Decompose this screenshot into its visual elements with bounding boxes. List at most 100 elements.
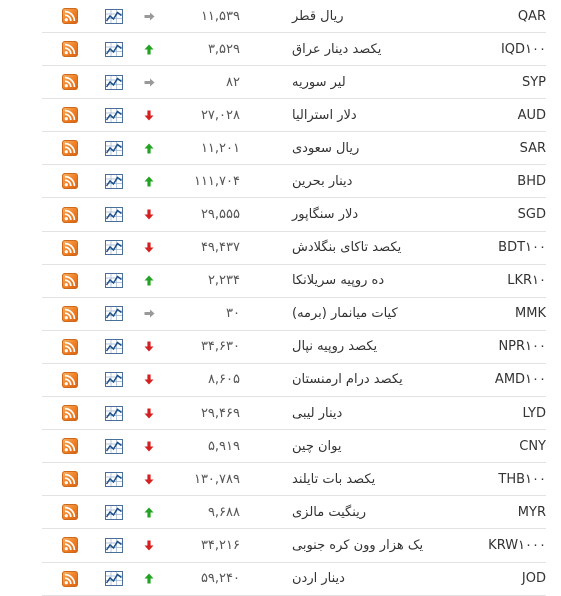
rss-cell[interactable]	[61, 66, 78, 98]
rss-cell[interactable]	[61, 397, 78, 429]
rss-feed-icon[interactable]	[61, 173, 78, 190]
line-chart-icon[interactable]	[105, 273, 123, 289]
table-row: ۵,۹۱۹ یوان چین CNY	[42, 430, 546, 464]
line-chart-icon[interactable]	[105, 140, 123, 156]
table-row: ۴۹,۴۳۷ یکصد تاکای بنگلادش BDT۱۰۰	[42, 232, 546, 265]
currency-name[interactable]: یوان چین	[292, 438, 342, 454]
currency-name[interactable]: کیات میانمار (برمه)	[292, 306, 398, 322]
currency-name[interactable]: لیر سوریه	[292, 74, 346, 90]
rss-cell[interactable]	[61, 33, 78, 65]
rss-feed-icon[interactable]	[61, 272, 78, 289]
currency-name[interactable]: یکصد تاکای بنگلادش	[292, 240, 402, 256]
rss-feed-icon[interactable]	[61, 107, 78, 124]
chart-cell[interactable]	[105, 132, 123, 164]
chart-cell[interactable]	[105, 265, 123, 297]
line-chart-icon[interactable]	[105, 173, 123, 189]
rss-feed-icon[interactable]	[61, 405, 78, 422]
currency-name[interactable]: دینار بحرین	[292, 173, 353, 189]
rss-feed-icon[interactable]	[61, 570, 78, 587]
rss-cell[interactable]	[61, 198, 78, 230]
rss-feed-icon[interactable]	[61, 471, 78, 488]
rss-feed-icon[interactable]	[61, 305, 78, 322]
chart-cell[interactable]	[105, 0, 123, 32]
currency-name[interactable]: یک هزار وون کره جنوبی	[292, 537, 424, 553]
currency-name[interactable]: دینار اردن	[292, 571, 345, 587]
rss-cell[interactable]	[61, 298, 78, 330]
rss-feed-icon[interactable]	[61, 537, 78, 554]
line-chart-icon[interactable]	[105, 471, 123, 487]
line-chart-icon[interactable]	[105, 240, 123, 256]
line-chart-icon[interactable]	[105, 438, 123, 454]
rss-feed-icon[interactable]	[61, 206, 78, 223]
currency-name[interactable]: رینگیت مالزی	[292, 504, 367, 520]
chart-cell[interactable]	[105, 430, 123, 462]
rss-feed-icon[interactable]	[61, 41, 78, 58]
rss-feed-icon[interactable]	[61, 140, 78, 157]
line-chart-icon[interactable]	[105, 537, 123, 553]
rss-cell[interactable]	[61, 529, 78, 561]
line-chart-icon[interactable]	[105, 571, 123, 587]
chart-cell[interactable]	[105, 463, 123, 495]
rss-cell[interactable]	[61, 563, 78, 595]
line-chart-icon[interactable]	[105, 41, 123, 57]
chart-cell[interactable]	[105, 397, 123, 429]
rss-cell[interactable]	[61, 99, 78, 131]
chart-cell[interactable]	[105, 298, 123, 330]
rss-cell[interactable]	[61, 0, 78, 32]
currency-name[interactable]: ده روپیه سریلانکا	[292, 273, 385, 289]
line-chart-icon[interactable]	[105, 8, 123, 24]
arrow-up-icon	[144, 507, 154, 518]
currency-name[interactable]: ریال سعودی	[292, 140, 360, 156]
currency-name[interactable]: دینار لیبی	[292, 405, 343, 421]
currency-name[interactable]: یکصد روپیه نپال	[292, 339, 378, 355]
currency-code: MYR	[517, 504, 546, 520]
chart-cell[interactable]	[105, 364, 123, 396]
line-chart-icon[interactable]	[105, 107, 123, 123]
arrow-down-icon	[144, 408, 154, 419]
table-row: ۲۷,۰۲۸ دلار استرالیا AUD	[42, 99, 546, 133]
chart-cell[interactable]	[105, 331, 123, 363]
chart-cell[interactable]	[105, 66, 123, 98]
chart-cell[interactable]	[105, 99, 123, 131]
line-chart-icon[interactable]	[105, 339, 123, 355]
line-chart-icon[interactable]	[105, 372, 123, 388]
rss-feed-icon[interactable]	[61, 371, 78, 388]
rss-cell[interactable]	[61, 364, 78, 396]
line-chart-icon[interactable]	[105, 306, 123, 322]
chart-cell[interactable]	[105, 33, 123, 65]
rss-feed-icon[interactable]	[61, 438, 78, 455]
currency-name[interactable]: یکصد بات تایلند	[292, 471, 376, 487]
rss-feed-icon[interactable]	[61, 338, 78, 355]
arrow-up-icon	[144, 44, 154, 55]
rss-feed-icon[interactable]	[61, 74, 78, 91]
line-chart-icon[interactable]	[105, 405, 123, 421]
rss-cell[interactable]	[61, 331, 78, 363]
rss-feed-icon[interactable]	[61, 8, 78, 24]
chart-cell[interactable]	[105, 198, 123, 230]
rss-feed-icon[interactable]	[61, 504, 78, 521]
currency-name[interactable]: دلار استرالیا	[292, 107, 357, 123]
line-chart-icon[interactable]	[105, 74, 123, 90]
rss-feed-icon[interactable]	[61, 239, 78, 256]
rss-cell[interactable]	[61, 463, 78, 495]
currency-name[interactable]: یکصد درام ارمنستان	[292, 372, 403, 388]
rss-cell[interactable]	[61, 265, 78, 297]
currency-name[interactable]: دلار سنگاپور	[292, 207, 359, 223]
rss-cell[interactable]	[61, 232, 78, 264]
rss-cell[interactable]	[61, 430, 78, 462]
table-row: ۲۹,۴۶۹ دینار لیبی LYD	[42, 397, 546, 431]
rss-cell[interactable]	[61, 165, 78, 197]
chart-cell[interactable]	[105, 165, 123, 197]
line-chart-icon[interactable]	[105, 207, 123, 223]
chart-cell[interactable]	[105, 496, 123, 528]
trend-cell	[143, 0, 155, 32]
rss-cell[interactable]	[61, 496, 78, 528]
currency-name[interactable]: یکصد دینار عراق	[292, 41, 382, 57]
rss-cell[interactable]	[61, 132, 78, 164]
chart-cell[interactable]	[105, 563, 123, 595]
chart-cell[interactable]	[105, 232, 123, 264]
rate-value: ۲,۲۳۴	[207, 273, 240, 289]
chart-cell[interactable]	[105, 529, 123, 561]
line-chart-icon[interactable]	[105, 504, 123, 520]
currency-name[interactable]: ریال قطر	[292, 8, 344, 24]
